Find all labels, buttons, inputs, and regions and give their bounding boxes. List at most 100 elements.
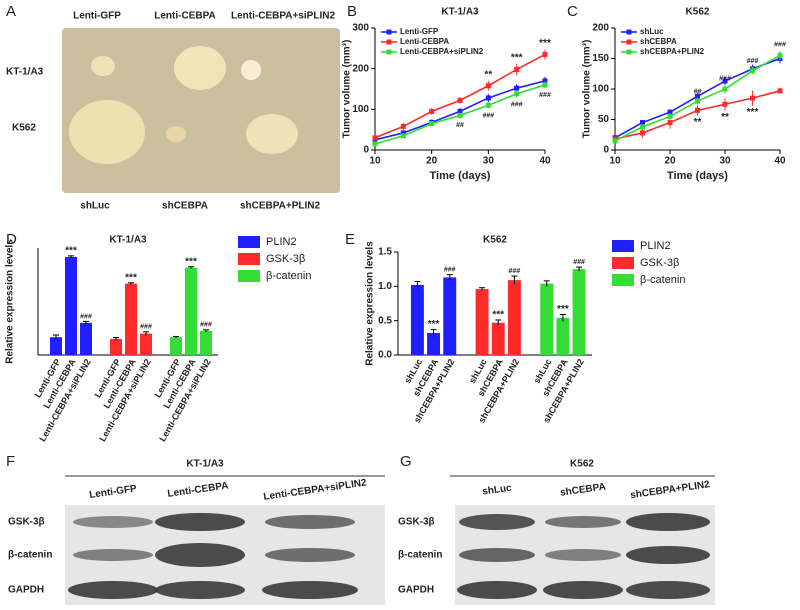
- significance-mark: **: [694, 117, 702, 128]
- y-axis-label: Relative expression levels: [5, 239, 16, 364]
- y-tick-label: 300: [352, 23, 369, 34]
- bar: [185, 267, 197, 355]
- y-tick-label: 0.0: [378, 350, 392, 361]
- legend-label: Lenti-CEBPA: [400, 37, 449, 46]
- y-tick-label: 50: [598, 114, 610, 125]
- tumor: [174, 46, 226, 90]
- legend-swatch: [612, 274, 634, 286]
- x-tick-label: 30: [719, 156, 731, 167]
- legend-label: Lenti-CEBPA+siPLIN2: [400, 47, 484, 56]
- y-tick-label: 1.5: [378, 247, 392, 258]
- data-point: [485, 102, 491, 108]
- tumor: [91, 56, 115, 76]
- data-point: [542, 51, 548, 57]
- bar: [427, 333, 441, 355]
- tumor: [241, 60, 261, 80]
- blot-bands: [457, 513, 710, 599]
- y-tick-label: 150: [592, 53, 609, 64]
- data-point: [695, 93, 700, 99]
- data-point: [722, 78, 728, 84]
- lane-label: shCEBPA+PLIN2: [630, 479, 711, 501]
- significance-mark: ***: [557, 304, 569, 315]
- data-point: [695, 98, 700, 104]
- y-axis-label: Tumor volume (mm³): [342, 40, 353, 139]
- data-point: [640, 120, 645, 126]
- data-point: [372, 135, 378, 141]
- x-tick-label: 10: [609, 156, 621, 167]
- legend-label: shCEBPA+PLIN2: [640, 47, 705, 56]
- data-point: [667, 120, 673, 126]
- legend-swatch: [238, 236, 260, 248]
- bar: [410, 284, 424, 355]
- legend-marker: [386, 29, 392, 35]
- lane-label: shLuc: [482, 483, 513, 498]
- data-point: [722, 101, 728, 107]
- data-point: [542, 78, 548, 84]
- data-point: [750, 68, 755, 74]
- legend-marker: [386, 49, 392, 55]
- bottom-label: shCEBPA: [162, 201, 208, 212]
- bar: [110, 338, 122, 355]
- significance-mark: ###: [539, 92, 551, 99]
- tumor: [69, 100, 145, 164]
- protein-label: β-catenin: [8, 550, 52, 561]
- column-label: Lenti-CEBPA: [154, 11, 215, 22]
- data-point: [429, 121, 435, 127]
- significance-mark: ###: [774, 41, 786, 48]
- panel-letter: F: [6, 453, 15, 470]
- legend-marker: [626, 29, 632, 35]
- significance-mark: ***: [185, 256, 197, 267]
- panel-letter: G: [400, 453, 412, 470]
- y-tick-label: 100: [592, 84, 609, 95]
- y-axis-label: Relative expression levels: [365, 241, 376, 366]
- bar: [443, 277, 457, 355]
- legend-label: PLIN2: [266, 236, 297, 248]
- x-tick-label: 40: [539, 156, 551, 167]
- y-tick-label: 200: [592, 23, 609, 34]
- significance-mark: ***: [492, 310, 504, 321]
- protein-label: β-catenin: [398, 550, 442, 561]
- legend-swatch: [612, 240, 634, 252]
- data-point: [485, 95, 491, 101]
- protein-label: GSK-3β: [8, 517, 45, 528]
- chart-title: K562: [483, 235, 507, 246]
- legend-label: Lenti-GFP: [400, 27, 439, 36]
- data-point: [542, 82, 548, 88]
- significance-mark: ###: [140, 324, 152, 331]
- data-point: [695, 107, 700, 113]
- data-point: [722, 86, 728, 92]
- x-tick-label: 20: [664, 156, 676, 167]
- significance-mark: **: [484, 70, 492, 81]
- significance-mark: ###: [200, 322, 212, 329]
- tumor: [246, 114, 298, 154]
- significance-mark: ###: [511, 101, 523, 108]
- bar: [475, 289, 489, 355]
- lane-label: Lenti-CEBPA+siPLIN2: [263, 477, 368, 502]
- bar: [491, 322, 505, 355]
- bar: [65, 256, 77, 355]
- bar: [80, 322, 92, 355]
- bottom-label: shLuc: [80, 201, 110, 212]
- protein-label: GSK-3β: [398, 517, 435, 528]
- significance-mark: ###: [444, 267, 456, 274]
- blot-bands: [68, 513, 358, 599]
- y-tick-label: 0: [363, 145, 369, 156]
- significance-mark: ***: [747, 107, 759, 118]
- data-point: [485, 83, 491, 89]
- data-point: [372, 141, 378, 147]
- x-axis-label: Time (days): [667, 170, 728, 182]
- significance-mark: ##: [456, 122, 464, 129]
- legend-label: β-catenin: [640, 274, 685, 286]
- x-tick-label: 20: [426, 156, 438, 167]
- bar: [125, 283, 137, 355]
- bar: [200, 330, 212, 355]
- data-point: [457, 108, 463, 114]
- significance-mark: ***: [539, 38, 551, 49]
- row-label: K562: [12, 123, 36, 134]
- tumor: [166, 126, 186, 142]
- lane-label: shCEBPA: [560, 481, 607, 498]
- y-tick-label: 1.0: [378, 281, 392, 292]
- data-point: [400, 123, 406, 129]
- data-point: [750, 95, 755, 101]
- significance-mark: ***: [65, 245, 77, 256]
